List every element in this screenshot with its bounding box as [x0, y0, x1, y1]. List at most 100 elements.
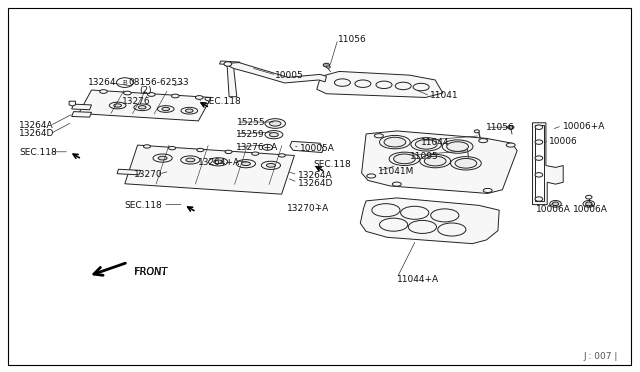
- Ellipse shape: [114, 104, 122, 107]
- Text: 11056: 11056: [486, 124, 515, 132]
- Ellipse shape: [209, 158, 228, 166]
- Ellipse shape: [172, 94, 179, 98]
- Text: SEC.118: SEC.118: [125, 201, 163, 210]
- Text: 11095: 11095: [410, 153, 438, 161]
- Text: J : 007 |: J : 007 |: [583, 352, 618, 361]
- Ellipse shape: [408, 220, 436, 234]
- Circle shape: [586, 202, 592, 206]
- Ellipse shape: [186, 109, 193, 112]
- Circle shape: [535, 140, 543, 144]
- Ellipse shape: [109, 102, 126, 109]
- Ellipse shape: [389, 152, 420, 166]
- Ellipse shape: [100, 90, 108, 93]
- Polygon shape: [535, 125, 544, 201]
- Ellipse shape: [124, 91, 131, 95]
- Ellipse shape: [158, 156, 167, 160]
- Text: 08156-62533: 08156-62533: [128, 78, 189, 87]
- Text: 11044: 11044: [421, 138, 450, 147]
- Ellipse shape: [367, 174, 376, 178]
- Text: 13270: 13270: [134, 170, 163, 179]
- Text: (2): (2): [140, 86, 152, 94]
- Ellipse shape: [134, 104, 150, 110]
- Ellipse shape: [413, 83, 429, 91]
- Polygon shape: [72, 104, 92, 110]
- Ellipse shape: [431, 209, 459, 222]
- Ellipse shape: [236, 160, 255, 168]
- Ellipse shape: [252, 152, 259, 155]
- Polygon shape: [72, 112, 92, 117]
- Ellipse shape: [415, 140, 437, 149]
- Ellipse shape: [214, 160, 223, 164]
- Ellipse shape: [483, 189, 492, 193]
- Circle shape: [535, 125, 543, 129]
- Polygon shape: [69, 101, 76, 106]
- Polygon shape: [317, 71, 443, 97]
- Ellipse shape: [438, 223, 466, 236]
- Ellipse shape: [157, 106, 174, 112]
- Text: 15259: 15259: [236, 130, 264, 139]
- Ellipse shape: [278, 154, 285, 157]
- Circle shape: [535, 173, 543, 177]
- Ellipse shape: [265, 119, 285, 128]
- Ellipse shape: [147, 93, 155, 96]
- Text: 13264: 13264: [88, 78, 116, 87]
- Text: 15255: 15255: [237, 118, 266, 126]
- Ellipse shape: [384, 137, 406, 147]
- Ellipse shape: [401, 206, 429, 219]
- Text: SEC.118: SEC.118: [314, 160, 351, 169]
- Ellipse shape: [479, 139, 488, 143]
- Text: 13264D: 13264D: [298, 179, 333, 187]
- Circle shape: [262, 144, 273, 150]
- Ellipse shape: [411, 138, 442, 151]
- Polygon shape: [79, 90, 211, 121]
- Polygon shape: [224, 63, 237, 97]
- Ellipse shape: [442, 140, 473, 153]
- Ellipse shape: [380, 135, 410, 149]
- Circle shape: [326, 66, 330, 68]
- Polygon shape: [125, 145, 294, 194]
- Polygon shape: [290, 141, 323, 153]
- Text: 10006A: 10006A: [573, 205, 607, 214]
- Ellipse shape: [195, 96, 203, 99]
- Polygon shape: [227, 62, 326, 83]
- Ellipse shape: [396, 82, 412, 90]
- Text: 11041: 11041: [430, 92, 459, 100]
- Circle shape: [535, 197, 543, 201]
- Ellipse shape: [372, 204, 400, 217]
- Text: 10006: 10006: [549, 137, 578, 146]
- Text: FRONT: FRONT: [134, 267, 168, 277]
- Polygon shape: [117, 169, 141, 175]
- Text: 11044+A: 11044+A: [397, 275, 439, 284]
- Circle shape: [552, 202, 559, 206]
- Circle shape: [508, 125, 514, 129]
- Ellipse shape: [447, 142, 468, 151]
- Text: 13264A: 13264A: [19, 121, 54, 130]
- Ellipse shape: [269, 133, 278, 137]
- Text: 11041M: 11041M: [378, 167, 414, 176]
- Text: B: B: [122, 80, 127, 86]
- Ellipse shape: [162, 108, 170, 111]
- Ellipse shape: [265, 131, 283, 139]
- Text: 10005A: 10005A: [300, 144, 334, 153]
- Polygon shape: [532, 123, 563, 205]
- Ellipse shape: [180, 156, 200, 164]
- Ellipse shape: [420, 154, 451, 168]
- Ellipse shape: [225, 150, 232, 154]
- Ellipse shape: [455, 158, 477, 168]
- Text: 13276+A: 13276+A: [236, 143, 278, 152]
- Polygon shape: [220, 61, 240, 65]
- Text: 13264+A: 13264+A: [198, 158, 241, 167]
- Ellipse shape: [380, 218, 408, 231]
- Text: 10006A: 10006A: [536, 205, 571, 214]
- Circle shape: [586, 195, 592, 199]
- Circle shape: [583, 201, 595, 207]
- Ellipse shape: [506, 143, 515, 147]
- Ellipse shape: [376, 81, 392, 89]
- Ellipse shape: [181, 108, 198, 114]
- Text: 13264A: 13264A: [298, 171, 332, 180]
- Text: SEC.118: SEC.118: [19, 148, 57, 157]
- Ellipse shape: [153, 154, 172, 162]
- Ellipse shape: [355, 80, 371, 87]
- Text: 13270+A: 13270+A: [287, 204, 329, 213]
- Text: FRONT: FRONT: [134, 267, 168, 277]
